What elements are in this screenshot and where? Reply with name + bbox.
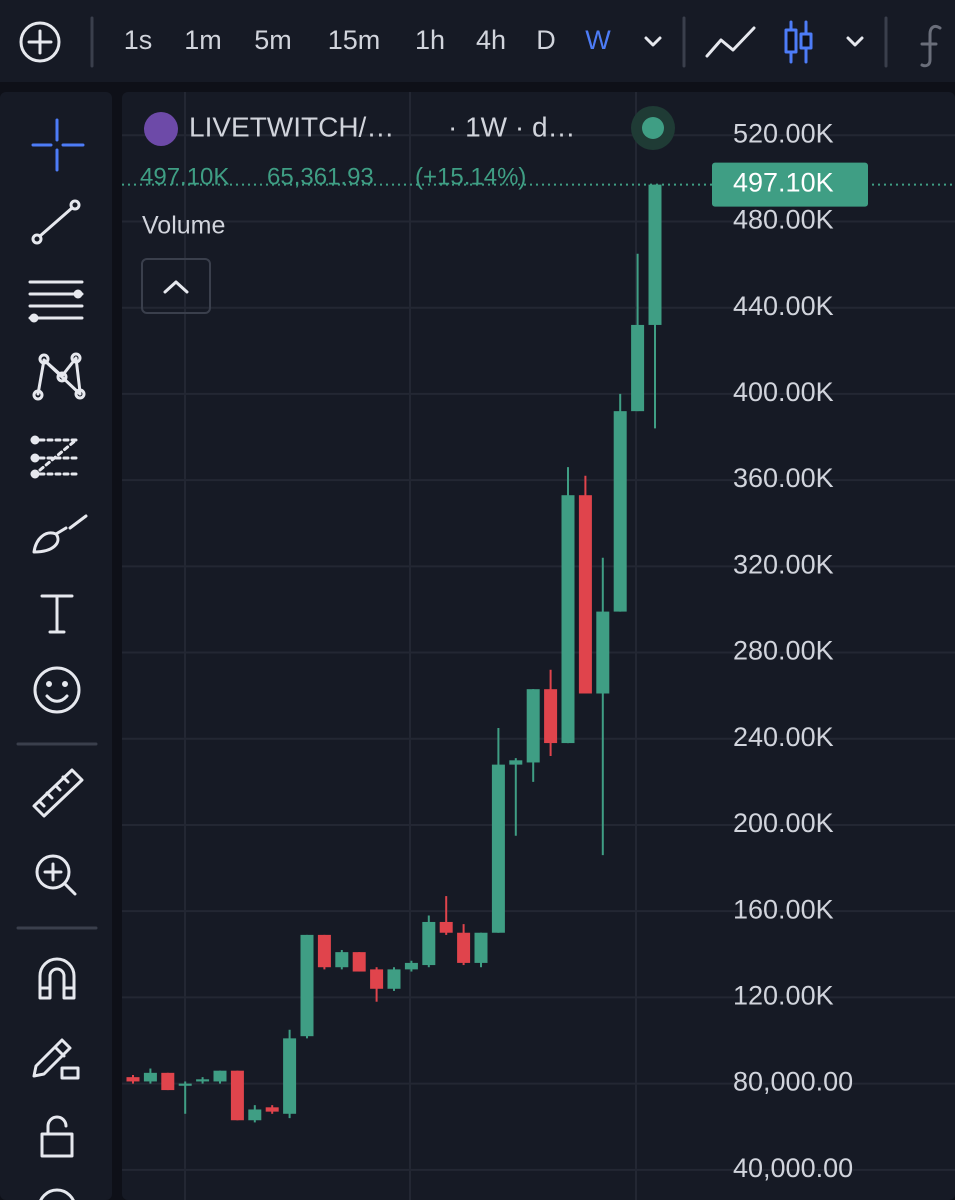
candle-body [544,689,558,744]
interval-button[interactable]: D [536,25,556,55]
candle-body [491,764,505,933]
candle-body [143,1072,157,1082]
pattern-tool[interactable] [32,352,86,401]
symbol-icon [144,112,178,146]
interval-button[interactable]: 1m [184,25,222,55]
collapse-button[interactable] [141,258,211,314]
candle-body [317,934,331,968]
candle-body [213,1070,227,1082]
lock-drawing-tool[interactable] [32,1038,80,1080]
y-tick-label: 240.00K [733,722,834,752]
last-price-label: 497.10K [733,168,834,198]
y-tick-label: 200.00K [733,808,834,838]
candle-body [596,611,610,694]
candle-body [613,411,627,612]
y-tick-label: 320.00K [733,549,834,579]
candle-body [439,921,453,933]
y-tick-label: 440.00K [733,291,834,321]
y-tick-label: 80,000.00 [733,1067,853,1097]
last-price-box [712,162,868,207]
candle-body [474,932,488,963]
candle-body [561,495,575,744]
interval-button[interactable]: 1h [415,25,445,55]
candle-body [161,1072,175,1091]
candle-body [578,495,592,694]
ruler-tool[interactable] [32,768,84,818]
plot [126,184,662,1123]
crosshair-tool[interactable] [31,118,85,172]
status-dot [642,117,664,139]
last-value: 497.10K [140,163,229,190]
y-tick-label: 480.00K [733,205,834,235]
candle-body [178,1083,192,1086]
candle-body [404,962,418,970]
interval-button[interactable]: W [585,25,611,55]
change: 65,361.93 [267,163,374,190]
left-icons [16,118,98,1200]
candle-body [196,1079,210,1082]
interval-dropdown[interactable] [644,36,662,47]
y-tick-label: 400.00K [733,377,834,407]
forecast-tool[interactable] [30,435,80,479]
interval-button[interactable]: 15m [328,25,381,55]
candle-body [631,324,645,412]
interval-button[interactable]: 4h [476,25,506,55]
left-toolbar [0,92,112,1200]
interval-button[interactable]: 5m [254,25,292,55]
line-type[interactable] [705,26,756,58]
brush-tool[interactable] [32,514,88,554]
candle-body [230,1070,244,1121]
interval: · 1W · d… [448,111,576,142]
y-tick-label: 160.00K [733,894,834,924]
hide-tool[interactable] [39,1188,75,1200]
y-tick-label: 120.00K [733,981,834,1011]
candle-body [648,184,662,325]
candle-body [509,760,523,765]
candle-body [126,1077,140,1082]
candle-body [526,689,540,763]
candle-body [265,1107,279,1112]
collapse-icon [163,280,189,294]
candle-body [283,1038,297,1114]
symbol: LIVETWITCH/… [189,111,394,142]
chart-panel [122,92,955,1200]
candle-body [387,969,401,989]
magnet-tool[interactable] [38,957,76,1000]
y-tick-label: 520.00K [733,118,834,148]
fib-tool[interactable] [28,280,84,323]
candle-body [370,969,384,989]
indicators[interactable] [920,24,942,68]
top-icons [19,16,942,68]
candle-body [352,952,366,972]
candle-body [300,934,314,1037]
add-button[interactable] [19,21,61,63]
candle-type[interactable] [784,20,813,64]
type-dropdown[interactable] [846,36,864,47]
zoom-tool[interactable] [35,854,77,896]
candle-body [335,952,349,968]
legend: LIVETWITCH/… · 1W · d… 497.10K 65,361.93… [140,106,675,314]
interval-button[interactable]: 1s [124,25,153,55]
y-tick-label: 40,000.00 [733,1153,853,1183]
trend-line-tool[interactable] [31,199,81,245]
y-tick-label: 280.00K [733,636,834,666]
grid [122,92,955,1200]
text-tool[interactable] [40,594,74,634]
candle-body [457,932,471,963]
emoji-tool[interactable] [33,666,81,714]
candle-body [422,921,436,966]
candle-body [248,1109,262,1121]
change-pct: (+15.14%) [415,163,526,190]
y-tick-label: 360.00K [733,463,834,493]
indicator-name: Volume [142,212,225,240]
unlock-tool[interactable] [40,1115,74,1158]
